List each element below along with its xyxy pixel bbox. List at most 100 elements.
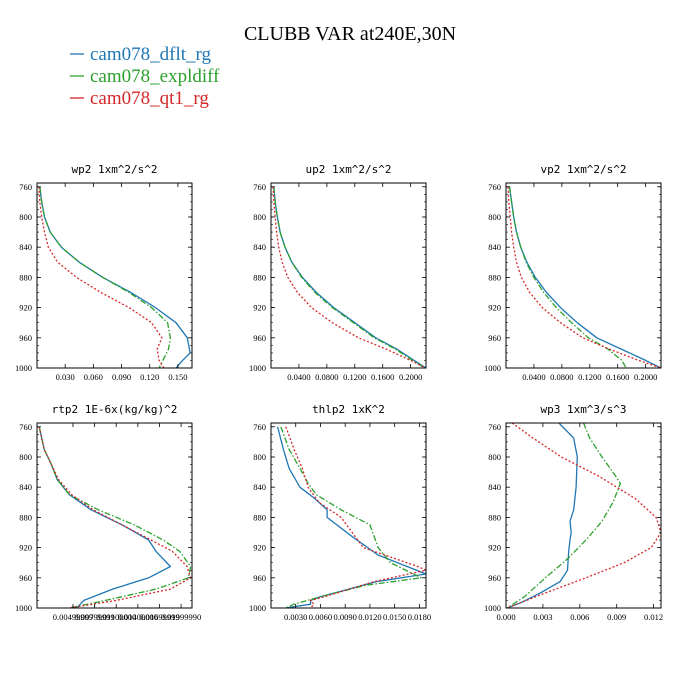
y-tick-label: 920 — [253, 543, 266, 553]
plot-frame — [505, 422, 662, 609]
y-tick-label: 880 — [19, 272, 32, 282]
y-tick-label: 960 — [19, 573, 32, 583]
y-tick-label: 880 — [488, 272, 501, 282]
x-tick-label: 0.0090 — [334, 612, 357, 622]
x-tick-label: 0.01699999 — [139, 612, 179, 622]
x-tick-label: 0.006 — [570, 612, 589, 622]
y-tick-label: 960 — [19, 333, 32, 343]
y-tick-label: 840 — [488, 242, 501, 252]
y-tick-label: 920 — [19, 543, 32, 553]
series-line-cam078_qt1_rg — [506, 423, 661, 608]
x-tick-label: 0.0030 — [284, 612, 307, 622]
y-tick-label: 920 — [19, 303, 32, 313]
y-tick-label: 960 — [488, 573, 501, 583]
y-tick-label: 840 — [19, 482, 32, 492]
plot-frame — [505, 182, 662, 369]
y-tick-label: 760 — [253, 182, 266, 192]
x-tick-label: 0.00499999 — [53, 612, 93, 622]
y-tick-label: 800 — [253, 452, 266, 462]
x-tick-label: 0.0800 — [315, 372, 338, 382]
series-group — [38, 426, 192, 608]
y-tick-label: 800 — [19, 452, 32, 462]
y-tick-label: 800 — [488, 212, 501, 222]
panel-6: wp3 1xm^3/s^3 760 800 840 880 920 960 10000.000… — [484, 403, 663, 622]
panel-1: wp2 1xm^2/s^2 760 800 840 880 920 960 1000 0.030… — [15, 163, 193, 382]
y-tick-label: 960 — [253, 573, 266, 583]
x-tick-label: 0.1600 — [606, 372, 629, 382]
x-tick-label: 0.150 — [168, 372, 187, 382]
y-tick-label: 880 — [253, 512, 266, 522]
y-tick-label: 840 — [488, 482, 501, 492]
x-tick-label: 0.2000 — [634, 372, 657, 382]
plot-frame — [270, 422, 427, 609]
x-tick-label: 0.0400 — [522, 372, 545, 382]
panel-3: vp2 1xm^2/s^2 760 800 840 880 920 960 1000 0.040… — [484, 163, 662, 382]
x-tick-label: 0.060 — [84, 372, 103, 382]
x-tick-label: 0.0060 — [309, 612, 332, 622]
series-line-cam078_dflt_rg — [508, 186, 661, 368]
y-tick-label: 880 — [488, 512, 501, 522]
series-line-cam078_dflt_rg — [273, 186, 426, 368]
x-tick-label: 0.120 — [140, 372, 159, 382]
legend: cam078_dflt_rgcam078_expldiffcam078_qt1_… — [70, 44, 220, 109]
y-tick-label: 1000 — [15, 363, 32, 373]
series-line-cam078_dflt_rg — [39, 186, 191, 368]
x-tick-label: 0.090 — [112, 372, 131, 382]
x-tick-label: 0.01999990 — [161, 612, 201, 622]
series-line-cam078_qt1_rg — [272, 186, 426, 368]
x-tick-label: 0.1200 — [343, 372, 366, 382]
x-tick-label: 0.00799999 — [74, 612, 114, 622]
series-group — [507, 186, 661, 368]
x-tick-label: 0.0120 — [358, 612, 381, 622]
y-tick-label: 1000 — [484, 363, 501, 373]
panel-title: wp3 1xm^3/s^3 — [540, 403, 626, 416]
x-tick-label: 0.0800 — [550, 372, 573, 382]
series-line-cam078_dflt_rg — [506, 423, 578, 608]
series-line-cam078_qt1_rg — [38, 426, 192, 608]
series-line-cam078_expldiff — [273, 186, 425, 368]
y-tick-label: 840 — [19, 242, 32, 252]
y-tick-label: 920 — [488, 303, 501, 313]
series-line-cam078_expldiff — [508, 186, 627, 368]
y-tick-label: 880 — [19, 512, 32, 522]
y-tick-label: 920 — [488, 543, 501, 553]
series-line-cam078_qt1_rg — [38, 186, 165, 368]
series-line-cam078_expldiff — [39, 186, 172, 368]
panel-title: vp2 1xm^2/s^2 — [540, 163, 626, 176]
y-tick-label: 840 — [253, 482, 266, 492]
y-tick-label: 760 — [19, 422, 32, 432]
plot-frame — [270, 182, 427, 369]
x-tick-label: 0.012 — [644, 612, 663, 622]
y-tick-label: 880 — [253, 272, 266, 282]
series-group — [506, 423, 661, 608]
panel-2: up2 1xm^2/s^2 760 800 840 880 920 960 1000 0.040… — [249, 163, 427, 382]
x-tick-label: 0.1200 — [578, 372, 601, 382]
y-tick-label: 960 — [488, 333, 501, 343]
x-tick-label: 0.01100000 — [96, 612, 136, 622]
y-tick-label: 1000 — [249, 603, 266, 613]
panel-title: up2 1xm^2/s^2 — [305, 163, 391, 176]
panel-title: thlp2 1xK^2 — [312, 403, 385, 416]
x-tick-label: 0.000 — [496, 612, 515, 622]
series-line-cam078_qt1_rg — [507, 186, 661, 368]
figure-title: CLUBB VAR at240E,30N — [244, 23, 456, 45]
panel-title: rtp2 1E-6x(kg/kg)^2 — [52, 403, 178, 416]
panel-title: wp2 1xm^2/s^2 — [71, 163, 157, 176]
series-group — [38, 186, 191, 368]
x-tick-label: 0.0400 — [287, 372, 310, 382]
plot-frame — [36, 422, 193, 609]
legend-label: cam078_dflt_rg — [90, 44, 212, 65]
y-tick-label: 800 — [488, 452, 501, 462]
y-tick-label: 800 — [19, 212, 32, 222]
y-tick-label: 920 — [253, 303, 266, 313]
y-tick-label: 760 — [488, 422, 501, 432]
x-tick-label: 0.2000 — [399, 372, 422, 382]
x-tick-label: 0.030 — [56, 372, 75, 382]
x-tick-label: 0.009 — [607, 612, 626, 622]
series-group — [272, 186, 426, 368]
x-tick-label: 0.0180 — [408, 612, 431, 622]
plot-frame — [36, 182, 193, 369]
